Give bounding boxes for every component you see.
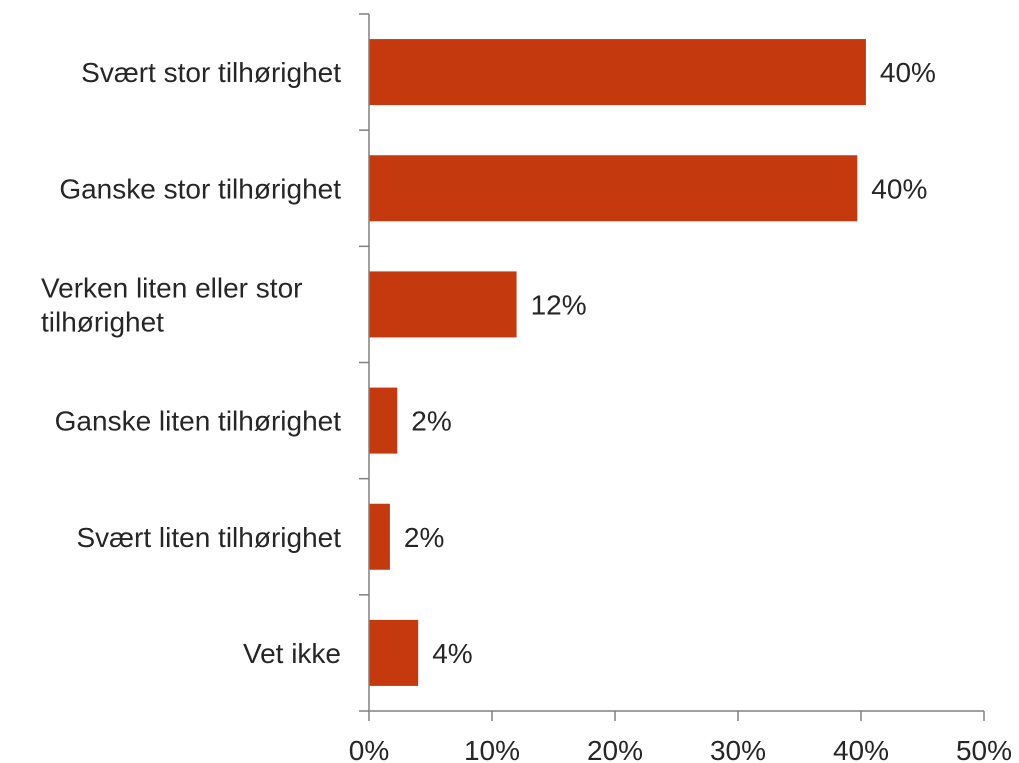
labels-group: 40% Svært stor tilhørighet 40% Ganske stor … [41, 57, 1012, 763]
x-tick-label: 50% [956, 735, 1012, 763]
category-label: Ganske liten tilhørighet [55, 406, 342, 437]
bars-group [369, 39, 866, 686]
data-label: 4% [432, 638, 472, 669]
data-label: 2% [404, 522, 444, 553]
bar [369, 387, 398, 454]
data-label: 40% [880, 57, 936, 88]
category-label: Ganske stor tilhørighet [59, 173, 341, 204]
axes-group [359, 13, 985, 721]
x-tick-label: 20% [587, 735, 643, 763]
bar [369, 271, 517, 338]
x-tick-label: 30% [710, 735, 766, 763]
bar [369, 619, 419, 686]
data-label: 12% [531, 289, 587, 320]
category-label: Svært liten tilhørighet [76, 522, 341, 553]
x-tick-label: 10% [464, 735, 520, 763]
category-label: Svært stor tilhørighet [81, 57, 341, 88]
category-label: Vet ikke [243, 638, 341, 669]
x-tick-label: 40% [833, 735, 889, 763]
bar [369, 155, 858, 222]
category-label: Verken liten eller stor tilhørighet [41, 272, 302, 337]
bar [369, 39, 866, 106]
data-label: 2% [411, 406, 451, 437]
bar [369, 503, 390, 570]
data-label: 40% [871, 173, 927, 204]
x-tick-label: 0% [349, 735, 389, 763]
